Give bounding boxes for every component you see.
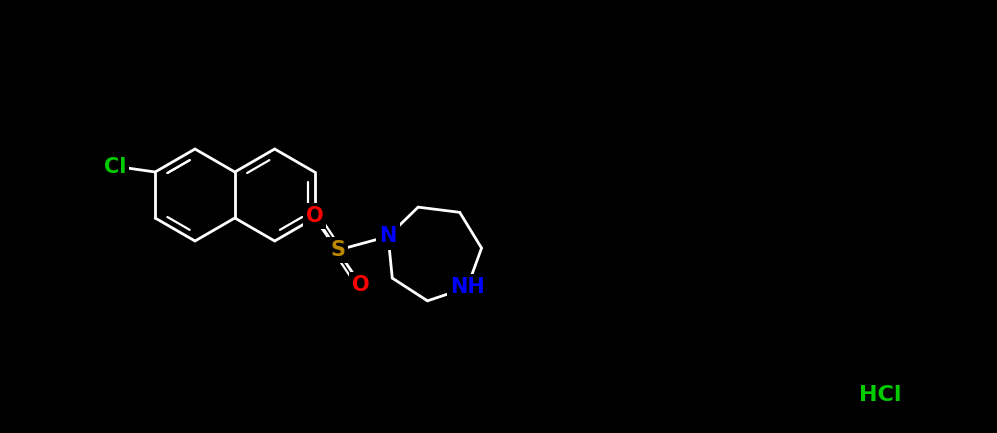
Text: O: O: [352, 275, 369, 295]
Text: HCl: HCl: [858, 385, 901, 405]
Text: N: N: [380, 226, 397, 246]
Text: S: S: [330, 240, 345, 260]
Text: NH: NH: [450, 278, 485, 297]
Text: N: N: [380, 226, 397, 246]
Text: Cl: Cl: [104, 158, 127, 178]
Text: Cl: Cl: [104, 158, 127, 178]
Text: O: O: [306, 206, 323, 226]
